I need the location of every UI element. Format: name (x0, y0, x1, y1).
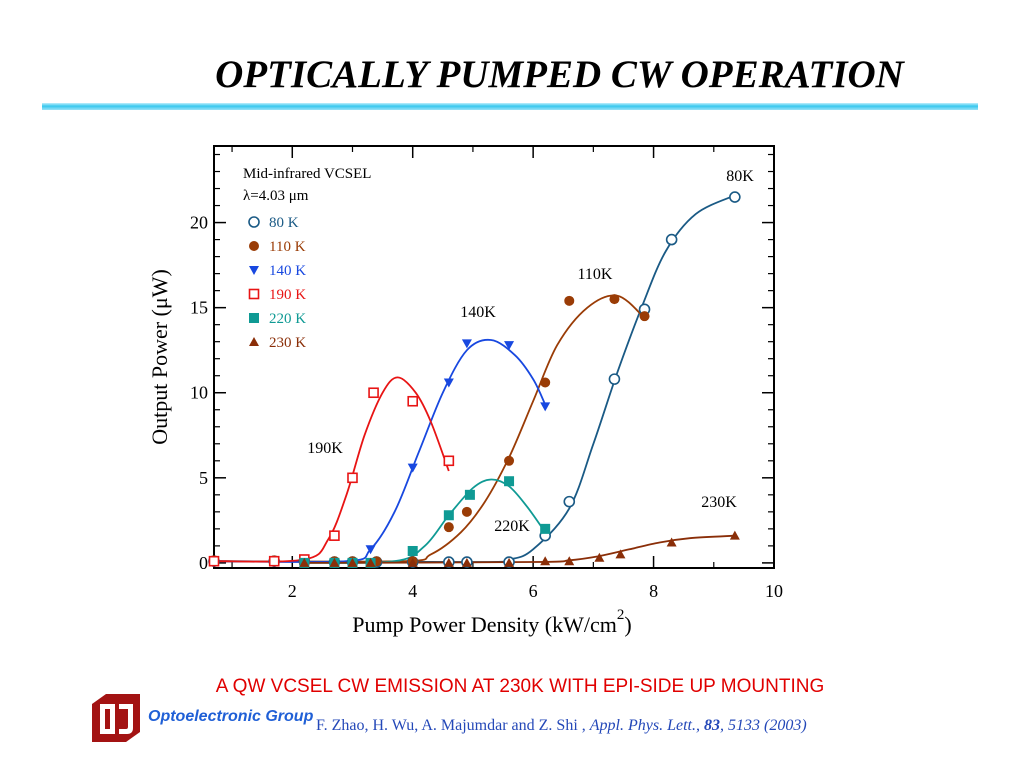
citation-volume: 83 (703, 717, 720, 734)
data-point-190k (329, 530, 340, 541)
x-axis-label-superscript: 2 (617, 607, 625, 623)
legend-marker (249, 241, 259, 251)
data-point-220k (504, 476, 515, 487)
data-point-140k (407, 463, 418, 473)
data-markers (208, 191, 741, 568)
data-point-230k (461, 557, 472, 567)
curve-label-220k: 220K (494, 518, 530, 535)
annotation-device: Mid-infrared VCSEL (243, 166, 371, 182)
data-point-110k (461, 506, 472, 517)
data-point-110k (609, 294, 620, 305)
legend-marker (248, 288, 260, 300)
annotation-wavelength: λ=4.03 μm (243, 188, 309, 204)
legend-label: 80 K (269, 215, 299, 231)
data-point-230k (407, 557, 418, 567)
data-point-140k (540, 402, 551, 412)
x-tick-label: 4 (408, 581, 417, 601)
legend: 80 K 110 K 140 K 190 K 220 K 230 K (248, 215, 306, 351)
fit-curve-220k (304, 478, 546, 564)
y-tick-labels: 0 5 10 15 20 (190, 213, 208, 573)
data-point-230k (299, 557, 310, 567)
plot-frame (213, 145, 775, 569)
y-tick-label: 15 (190, 298, 208, 318)
data-point-110k (639, 311, 650, 322)
legend-label: 190 K (269, 287, 306, 303)
data-point-230k (329, 557, 340, 567)
slide-caption: A QW VCSEL CW EMISSION AT 230K WITH EPI-… (215, 676, 825, 697)
data-point-190k (268, 555, 280, 567)
x-axis-label-end: ) (624, 612, 631, 637)
data-point-230k (666, 537, 677, 547)
curve-label-110k: 110K (578, 266, 613, 283)
data-point-220k (464, 489, 475, 500)
legend-label: 110 K (269, 239, 306, 255)
ou-logo (92, 694, 140, 742)
data-point-230k (564, 556, 575, 566)
curve-label-140k: 140K (460, 304, 496, 321)
slide-title: OPTICALLY PUMPED CW OPERATION (215, 53, 904, 96)
data-point-110k (504, 455, 515, 466)
curve-label-230k: 230K (701, 494, 737, 511)
y-tick-label: 5 (199, 468, 208, 488)
curve-labels: 80K 110K 140K 190K 220K 230K (307, 168, 754, 535)
data-point-110k (443, 522, 454, 533)
data-point-110k (540, 377, 551, 388)
title-divider (42, 103, 978, 110)
citation-authors: F. Zhao, H. Wu, A. Majumdar and Z. Shi , (316, 717, 586, 734)
x-tick-label: 6 (529, 581, 538, 601)
x-axis-label-main: Pump Power Density (kW/cm (352, 612, 617, 637)
data-point-140k (461, 339, 472, 349)
data-point-80k (608, 373, 621, 385)
x-tick-label: 8 (649, 581, 658, 601)
legend-marker (249, 337, 259, 346)
curve-label-80k: 80K (726, 168, 754, 185)
group-name: Optoelectronic Group (148, 708, 314, 725)
x-tick-label: 10 (765, 581, 783, 601)
data-point-230k (729, 530, 740, 540)
data-point-80k (665, 233, 678, 246)
y-tick-label: 0 (199, 553, 208, 573)
data-point-220k (407, 545, 418, 556)
data-point-140k (504, 341, 515, 351)
data-point-230k (615, 549, 626, 559)
legend-marker (248, 216, 260, 228)
data-point-110k (564, 295, 575, 306)
data-point-220k (540, 523, 551, 534)
legend-marker (249, 313, 259, 323)
x-tick-label: 2 (288, 581, 297, 601)
data-point-80k (563, 495, 576, 508)
citation-pages: , 5133 (2003) (719, 717, 807, 734)
x-axis-label: Pump Power Density (kW/cm2) (352, 607, 631, 637)
data-point-190k (443, 455, 455, 467)
data-point-230k (443, 557, 454, 567)
data-point-230k (347, 557, 358, 567)
data-point-190k (347, 472, 358, 484)
legend-label: 140 K (269, 263, 306, 279)
legend-label: 230 K (269, 335, 306, 351)
data-point-220k (443, 510, 454, 521)
data-point-230k (540, 556, 551, 566)
data-point-190k (368, 387, 379, 399)
data-point-230k (504, 557, 515, 567)
axis-ticks (214, 146, 775, 568)
citation-journal: Appl. Phys. Lett., (589, 717, 700, 734)
x-tick-labels: 2 4 6 8 10 (288, 581, 783, 601)
data-point-230k (365, 557, 376, 567)
data-point-80k (729, 191, 741, 203)
data-point-190k (407, 395, 419, 407)
curve-label-190k: 190K (307, 440, 343, 457)
citation: F. Zhao, H. Wu, A. Majumdar and Z. Shi ,… (316, 717, 807, 735)
data-point-140k (443, 378, 454, 388)
legend-label: 220 K (269, 311, 306, 327)
legend-marker (249, 266, 259, 275)
y-axis-label: Output Power (μW) (147, 269, 172, 445)
data-point-190k (208, 555, 220, 567)
data-point-140k (365, 545, 376, 555)
fit-curve-140k (213, 338, 547, 563)
y-tick-label: 10 (190, 383, 208, 403)
fit-curve-190k (213, 376, 450, 563)
y-tick-label: 20 (190, 213, 208, 233)
data-point-230k (594, 552, 605, 562)
